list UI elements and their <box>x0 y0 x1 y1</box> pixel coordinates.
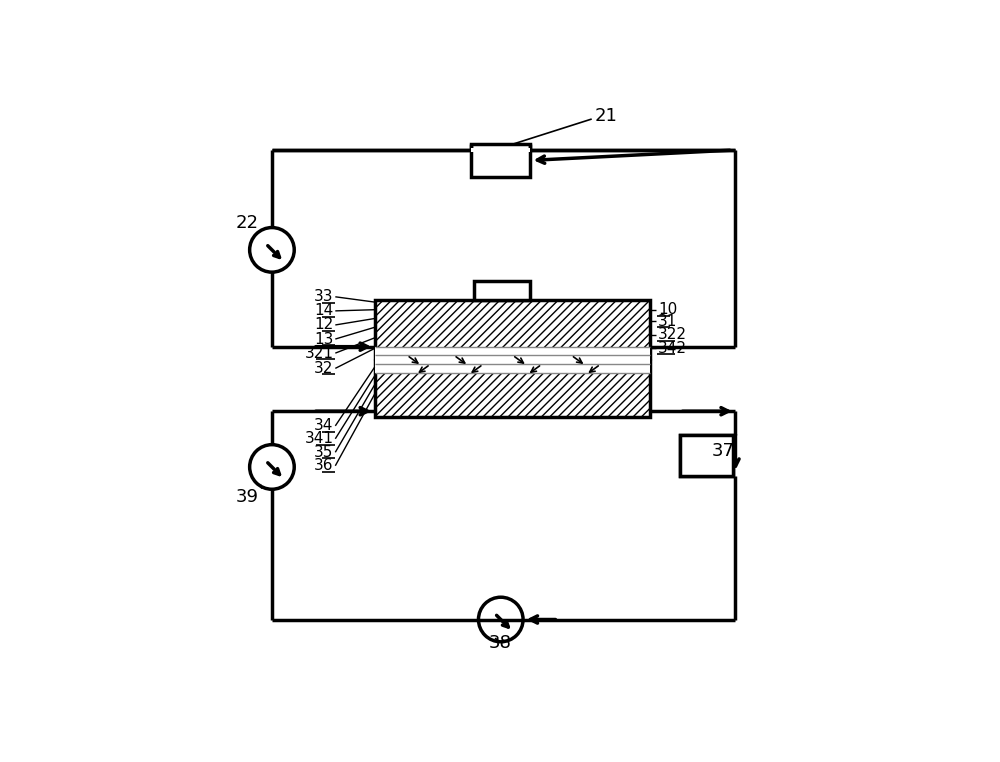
Bar <box>679 434 733 475</box>
Bar <box>375 361 650 417</box>
Text: 22: 22 <box>236 214 259 232</box>
Bar <box>375 355 650 373</box>
Text: 322: 322 <box>658 328 687 342</box>
Text: 341: 341 <box>305 431 334 447</box>
Bar <box>375 347 650 363</box>
Text: 13: 13 <box>314 331 334 347</box>
Text: 342: 342 <box>658 341 687 356</box>
Text: 35: 35 <box>314 445 334 459</box>
Bar <box>471 144 530 177</box>
Bar <box>375 357 650 363</box>
Text: 12: 12 <box>314 318 334 332</box>
Bar <box>375 299 650 358</box>
Text: 14: 14 <box>314 303 334 319</box>
Text: 38: 38 <box>489 634 512 652</box>
Bar <box>471 149 530 152</box>
Bar <box>680 434 733 475</box>
Text: 31: 31 <box>658 314 677 329</box>
Text: 37: 37 <box>712 441 735 459</box>
Text: 21: 21 <box>595 107 618 125</box>
Text: 32: 32 <box>314 361 334 376</box>
Bar <box>680 434 733 475</box>
Bar <box>474 281 530 299</box>
Text: 36: 36 <box>314 458 334 473</box>
Text: 34: 34 <box>314 418 334 434</box>
Text: 33: 33 <box>314 290 334 304</box>
Text: 321: 321 <box>305 346 334 360</box>
Text: 39: 39 <box>236 488 259 507</box>
Text: 10: 10 <box>658 303 677 317</box>
